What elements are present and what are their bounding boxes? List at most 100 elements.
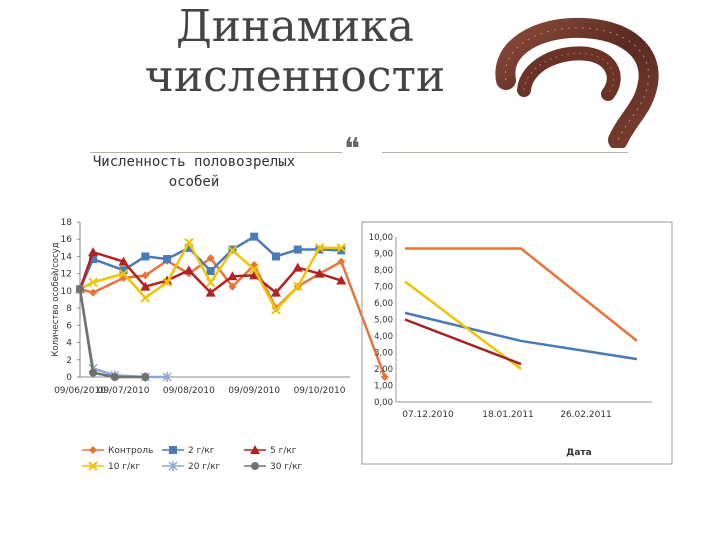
left-data-point: [380, 373, 389, 381]
left-series-5: [76, 285, 150, 381]
right-series-line-0: [405, 247, 638, 342]
left-data-point: [271, 252, 280, 261]
left-data-point: [140, 293, 151, 303]
left-series-line: [79, 256, 387, 378]
left-y-tick-label: 4: [66, 339, 72, 349]
legend-swatch-marker: [251, 462, 259, 470]
left-y-tick-label: 2: [66, 356, 72, 366]
left-data-point: [110, 370, 120, 381]
left-data-point: [293, 281, 303, 292]
left-legend-item: 30 г/кг: [244, 462, 303, 472]
right-y-tick-label: 9,00: [374, 250, 393, 260]
quote-ornament-icon: ❝: [344, 132, 361, 167]
right-x-tick-label: 07.12.2010: [402, 410, 454, 420]
left-data-point: [315, 269, 324, 278]
left-legend-item: 20 г/кг: [162, 461, 221, 472]
left-data-point: [89, 288, 98, 297]
left-data-point: [336, 243, 346, 253]
left-legend-item: 10 г/кг: [82, 461, 141, 472]
left-data-point: [162, 277, 172, 287]
left-data-point: [271, 305, 281, 315]
left-data-point: [270, 287, 281, 297]
left-data-point: [163, 256, 172, 265]
left-data-point: [118, 256, 129, 266]
left-data-point: [141, 271, 150, 280]
right-x-tick-label: 18.01.2011: [482, 410, 534, 420]
left-data-point: [336, 275, 347, 285]
left-series-4: [75, 284, 172, 382]
right-series-line-2: [404, 280, 522, 370]
right-y-tick-label: 0,00: [374, 398, 393, 408]
left-legend-item: Контроль: [82, 446, 153, 456]
right-series-line-3: [404, 318, 522, 366]
slide-title-line1: Динамика: [176, 1, 414, 52]
left-y-tick-label: 18: [61, 218, 73, 228]
left-y-tick-label: 14: [61, 252, 73, 262]
left-data-point: [337, 246, 346, 255]
left-data-point: [162, 372, 172, 382]
left-series-line: [78, 288, 168, 379]
left-series-line: [78, 250, 342, 295]
left-y-tick-label: 8: [66, 304, 72, 314]
left-series-line: [78, 235, 342, 290]
right-y-tick-label: 1,00: [374, 382, 393, 392]
left-data-point: [228, 245, 237, 254]
left-data-point: [76, 285, 84, 294]
left-data-point: [89, 255, 98, 264]
left-x-tick-label: 09/08/2010: [163, 386, 215, 396]
left-data-point: [163, 255, 172, 264]
left-series-0: [76, 254, 389, 381]
left-series-2: [75, 247, 347, 297]
legend-label: 2 г/кг: [188, 446, 215, 456]
right-x-tick-label: 26.02.2011: [560, 410, 612, 420]
right-y-tick-label: 5,00: [374, 316, 393, 326]
divider-right: [382, 152, 628, 153]
left-data-point: [119, 266, 128, 275]
left-data-point: [250, 261, 259, 270]
left-data-point: [141, 373, 150, 381]
right-y-tick-label: 10,00: [369, 233, 393, 243]
left-data-point: [292, 262, 303, 272]
left-data-point: [119, 273, 128, 282]
legend-swatch-marker: [250, 445, 260, 454]
left-y-tick-label: 0: [66, 373, 72, 383]
left-data-point: [227, 271, 238, 281]
left-data-point: [205, 287, 216, 297]
left-data-point: [140, 372, 150, 382]
left-series-line: [78, 288, 146, 379]
legend-label: 10 г/кг: [108, 462, 141, 472]
left-data-point: [314, 268, 325, 278]
left-data-point: [293, 282, 302, 291]
left-y-tick-label: 16: [61, 235, 73, 245]
left-data-point: [118, 268, 129, 279]
left-y-tick-label: 10: [61, 287, 73, 297]
left-data-point: [184, 243, 193, 252]
left-y-tick-label: 6: [66, 321, 72, 331]
legend-swatch-marker: [89, 446, 97, 454]
left-data-point: [249, 264, 259, 275]
right-y-tick-label: 6,00: [374, 299, 393, 309]
left-data-point: [205, 277, 216, 287]
legend-label: 30 г/кг: [270, 462, 303, 472]
left-data-point: [75, 284, 85, 294]
divider-left: [90, 152, 342, 153]
left-data-point: [206, 254, 215, 263]
right-y-tick-label: 3,00: [374, 349, 393, 359]
legend-label: 5 г/кг: [270, 446, 297, 456]
left-data-point: [88, 277, 98, 287]
left-data-point: [75, 284, 85, 294]
left-data-point: [88, 247, 99, 257]
left-data-point: [184, 237, 194, 248]
left-x-tick-label: 09/09/2010: [228, 386, 280, 396]
left-data-point: [250, 232, 259, 241]
left-data-point: [88, 363, 98, 374]
legend-label: Контроль: [108, 446, 153, 456]
left-data-point: [293, 245, 302, 254]
left-data-point: [206, 267, 215, 276]
legend-swatch-marker: [169, 446, 177, 454]
earthworm-photo: [495, 17, 659, 148]
left-legend-item: 5 г/кг: [244, 445, 297, 456]
left-x-tick-label: 09/07/2010: [98, 386, 150, 396]
left-chart-title: Численность половозрелых особей: [92, 154, 296, 190]
right-chart-frame: [361, 221, 673, 465]
